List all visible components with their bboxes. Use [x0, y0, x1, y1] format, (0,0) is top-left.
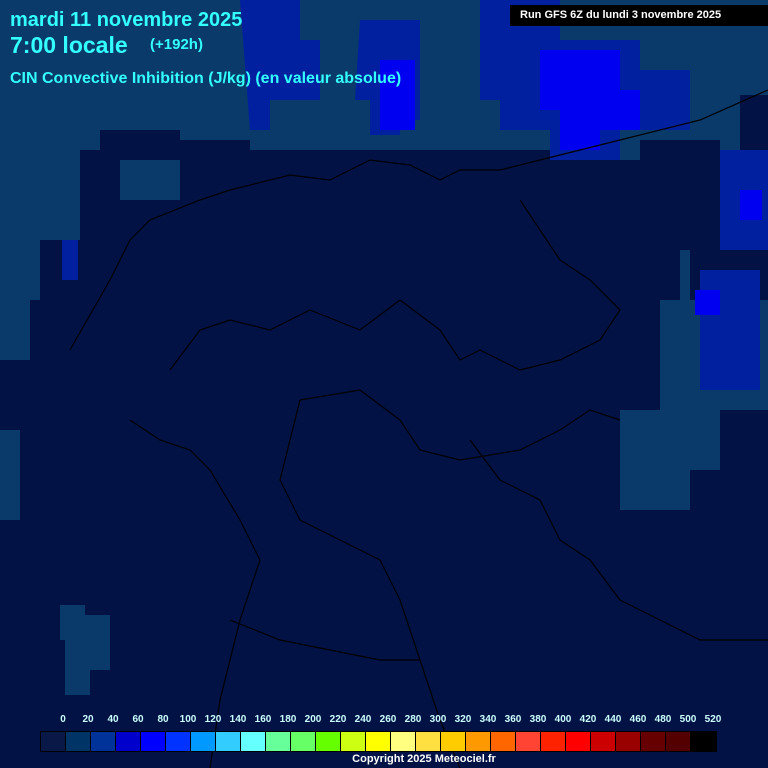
legend-swatch — [441, 732, 466, 751]
legend-swatch — [266, 732, 291, 751]
legend-swatch — [691, 732, 716, 751]
legend-label: 220 — [329, 714, 347, 725]
legend-swatch — [666, 732, 691, 751]
legend-label: 400 — [554, 714, 572, 725]
forecast-time: 7:00 locale — [10, 32, 128, 58]
parameter-title: CIN Convective Inhibition (J/kg) (en val… — [10, 70, 402, 87]
legend-label: 80 — [157, 714, 169, 725]
legend-label: 300 — [429, 714, 447, 725]
run-info: Run GFS 6Z du lundi 3 novembre 2025 — [510, 5, 768, 26]
legend-swatch — [91, 732, 116, 751]
legend-labels: 0 20 40 60 80 100 120 140 160 180 200 220 240 260 280 3… — [40, 714, 740, 726]
legend-label: 520 — [704, 714, 722, 725]
legend-label: 420 — [579, 714, 597, 725]
legend-swatch — [416, 732, 441, 751]
legend-label: 480 — [654, 714, 672, 725]
legend-label: 240 — [354, 714, 372, 725]
cin-field-high — [380, 50, 762, 315]
lead-time: (+192h) — [150, 36, 203, 53]
legend-label: 200 — [304, 714, 322, 725]
legend-label: 20 — [82, 714, 94, 725]
legend-color-bar — [40, 731, 717, 752]
legend-label: 380 — [529, 714, 547, 725]
legend-swatch — [66, 732, 91, 751]
legend-swatch — [391, 732, 416, 751]
legend-label: 180 — [279, 714, 297, 725]
legend-label: 60 — [132, 714, 144, 725]
legend-label: 360 — [504, 714, 522, 725]
legend-swatch — [516, 732, 541, 751]
legend-swatch — [166, 732, 191, 751]
legend-swatch — [466, 732, 491, 751]
legend-swatch — [366, 732, 391, 751]
legend-label: 120 — [204, 714, 222, 725]
legend-swatch — [341, 732, 366, 751]
legend-label: 320 — [454, 714, 472, 725]
legend-swatch — [141, 732, 166, 751]
legend-swatch — [291, 732, 316, 751]
legend-label: 100 — [179, 714, 197, 725]
legend-label: 0 — [60, 714, 66, 725]
legend-swatch — [566, 732, 591, 751]
legend-swatch — [241, 732, 266, 751]
forecast-date: mardi 11 novembre 2025 — [10, 9, 243, 31]
copyright: Copyright 2025 Meteociel.fr — [352, 753, 496, 765]
legend-swatch — [41, 732, 66, 751]
legend-swatch — [316, 732, 341, 751]
legend-label: 500 — [679, 714, 697, 725]
legend-label: 160 — [254, 714, 272, 725]
legend-swatch — [641, 732, 666, 751]
legend-swatch — [616, 732, 641, 751]
legend-swatch — [216, 732, 241, 751]
legend-label: 340 — [479, 714, 497, 725]
legend-label: 440 — [604, 714, 622, 725]
legend-swatch — [116, 732, 141, 751]
legend-label: 140 — [229, 714, 247, 725]
legend-label: 460 — [629, 714, 647, 725]
legend-swatch — [541, 732, 566, 751]
legend-swatch — [591, 732, 616, 751]
legend-swatch — [491, 732, 516, 751]
legend-swatch — [191, 732, 216, 751]
legend-label: 260 — [379, 714, 397, 725]
legend-label: 40 — [107, 714, 119, 725]
country-borders — [69, 89, 768, 768]
legend-label: 280 — [404, 714, 422, 725]
